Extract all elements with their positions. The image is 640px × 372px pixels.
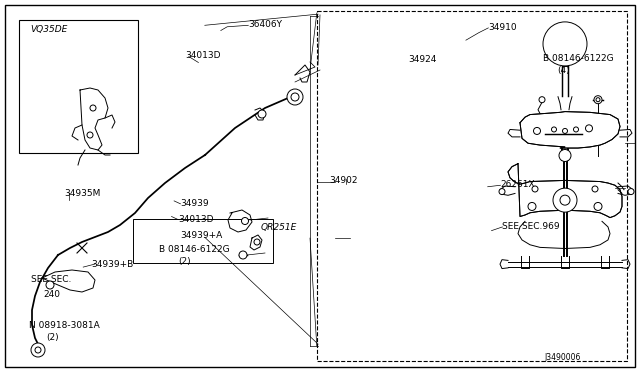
Circle shape [241, 218, 248, 224]
Circle shape [592, 186, 598, 192]
Text: SEE SEC.969: SEE SEC.969 [502, 222, 560, 231]
Text: SEE SEC.: SEE SEC. [31, 275, 71, 284]
Circle shape [573, 127, 579, 132]
Text: B 08146-6122G: B 08146-6122G [159, 245, 229, 254]
Circle shape [287, 89, 303, 105]
Circle shape [553, 188, 577, 212]
Circle shape [528, 202, 536, 211]
Circle shape [532, 186, 538, 192]
Text: J3490006: J3490006 [544, 353, 580, 362]
Bar [133, 219, 273, 263]
Text: 34939+A: 34939+A [180, 231, 223, 240]
Circle shape [563, 128, 568, 134]
Circle shape [539, 97, 545, 103]
Circle shape [594, 96, 602, 104]
Bar [317, 11, 627, 361]
Text: N 08918-3081A: N 08918-3081A [29, 321, 100, 330]
Text: 240: 240 [44, 290, 61, 299]
Text: 34939+B: 34939+B [91, 260, 133, 269]
Circle shape [559, 150, 571, 161]
Circle shape [552, 127, 557, 132]
Text: (2): (2) [178, 257, 191, 266]
Circle shape [628, 189, 634, 195]
Circle shape [534, 128, 541, 134]
Text: 36406Y: 36406Y [248, 20, 282, 29]
Circle shape [90, 105, 96, 111]
Circle shape [594, 202, 602, 211]
Text: (4): (4) [557, 66, 570, 75]
Circle shape [258, 110, 266, 118]
Circle shape [499, 189, 505, 195]
Circle shape [46, 281, 54, 289]
Text: 34013D: 34013D [186, 51, 221, 60]
Text: VQ35DE: VQ35DE [31, 25, 68, 34]
Text: 34902: 34902 [330, 176, 358, 185]
Circle shape [586, 125, 593, 132]
Circle shape [35, 347, 41, 353]
Polygon shape [508, 164, 622, 218]
Text: 34924: 34924 [408, 55, 436, 64]
Circle shape [239, 251, 247, 259]
Text: 34939: 34939 [180, 199, 209, 208]
Circle shape [560, 195, 570, 205]
Text: B 08146-6122G: B 08146-6122G [543, 54, 613, 63]
Text: 34013D: 34013D [178, 215, 213, 224]
Text: 26261X: 26261X [500, 180, 535, 189]
Circle shape [87, 132, 93, 138]
Circle shape [543, 22, 587, 66]
Circle shape [291, 93, 299, 101]
Text: 34910: 34910 [488, 23, 517, 32]
Bar [19, 20, 138, 153]
Text: QR251E: QR251E [261, 223, 298, 232]
Polygon shape [520, 112, 620, 148]
Text: 34935M: 34935M [64, 189, 100, 198]
Text: (2): (2) [46, 333, 59, 342]
Circle shape [596, 98, 600, 102]
Circle shape [254, 239, 260, 245]
Circle shape [31, 343, 45, 357]
